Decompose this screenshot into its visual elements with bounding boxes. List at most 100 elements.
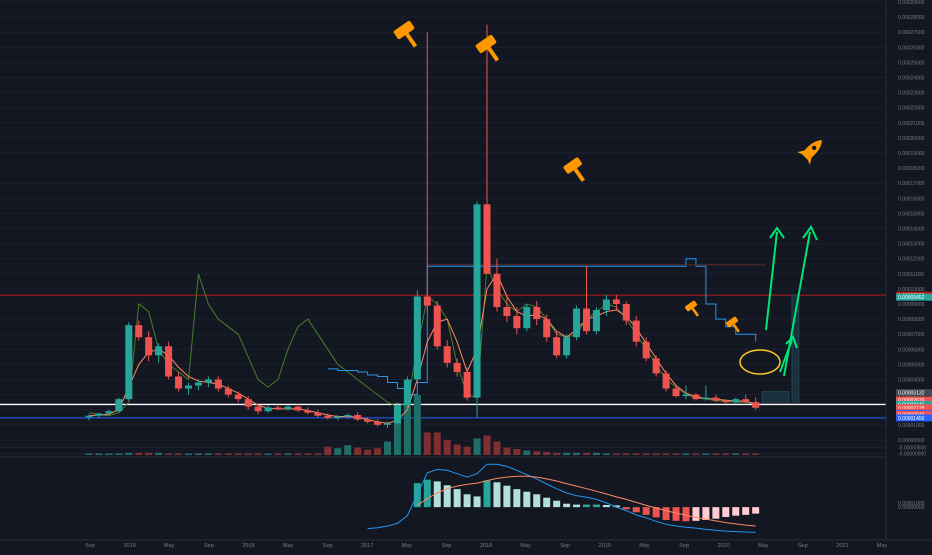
candle-body[interactable] bbox=[423, 296, 431, 306]
y-tick-label: 0.00010000 bbox=[898, 287, 925, 293]
candle-body[interactable] bbox=[324, 415, 332, 419]
volume-bar bbox=[543, 452, 551, 455]
volume-bar bbox=[234, 453, 242, 455]
y-tick-label: 0.00022000 bbox=[898, 106, 925, 112]
candle-body[interactable] bbox=[553, 337, 561, 356]
candle-body[interactable] bbox=[463, 371, 471, 398]
volume-bar bbox=[672, 453, 680, 455]
candle-body[interactable] bbox=[712, 397, 720, 401]
volume-bar bbox=[423, 432, 431, 455]
candle-body[interactable] bbox=[145, 337, 153, 356]
candle-body[interactable] bbox=[662, 373, 670, 389]
candle-body[interactable] bbox=[483, 204, 491, 274]
y-tick-label: 0.00007000 bbox=[898, 332, 925, 338]
volume-bar bbox=[274, 453, 282, 455]
candle-body[interactable] bbox=[204, 379, 212, 383]
macd-histogram-bar bbox=[503, 485, 511, 508]
volume-bar bbox=[712, 453, 720, 455]
candle-body[interactable] bbox=[513, 316, 521, 329]
candle-body[interactable] bbox=[354, 414, 362, 420]
volume-bar bbox=[453, 444, 461, 455]
candle-body[interactable] bbox=[403, 379, 411, 406]
candle-body[interactable] bbox=[622, 304, 630, 321]
candle-body[interactable] bbox=[592, 310, 600, 332]
candle-body[interactable] bbox=[692, 394, 700, 400]
y-tick-label: 0.00019000 bbox=[898, 151, 925, 157]
candle-body[interactable] bbox=[493, 273, 501, 308]
candle-body[interactable] bbox=[95, 413, 103, 416]
candle-body[interactable] bbox=[374, 421, 382, 425]
macd-histogram-bar bbox=[752, 507, 760, 514]
candle-body[interactable] bbox=[702, 397, 710, 400]
candle-body[interactable] bbox=[632, 320, 640, 342]
candle-body[interactable] bbox=[612, 299, 620, 304]
candle-body[interactable] bbox=[393, 405, 401, 424]
candles[interactable] bbox=[85, 24, 760, 428]
candle-body[interactable] bbox=[175, 376, 183, 389]
candle-body[interactable] bbox=[583, 308, 590, 332]
candle-body[interactable] bbox=[443, 346, 451, 363]
x-tick-label: 2019 bbox=[599, 543, 611, 549]
candle-body[interactable] bbox=[433, 305, 441, 347]
candle-body[interactable] bbox=[185, 385, 192, 389]
macd-histogram-bar bbox=[473, 496, 481, 508]
candle-body[interactable] bbox=[503, 307, 511, 317]
horizontal-levels[interactable] bbox=[0, 294, 886, 419]
candle-body[interactable] bbox=[573, 308, 581, 338]
candle-body[interactable] bbox=[642, 341, 650, 359]
volume-bar bbox=[105, 453, 113, 455]
candle-body[interactable] bbox=[274, 407, 282, 409]
candle-body[interactable] bbox=[752, 402, 760, 408]
volume-bar bbox=[254, 453, 262, 455]
volume-bar bbox=[194, 453, 202, 455]
candle-body[interactable] bbox=[224, 388, 232, 395]
candle-body[interactable] bbox=[563, 337, 571, 356]
candle-body[interactable] bbox=[244, 399, 252, 407]
volume-bar bbox=[702, 453, 710, 455]
candle-body[interactable] bbox=[413, 296, 421, 380]
candle-body[interactable] bbox=[115, 399, 123, 412]
candle-body[interactable] bbox=[254, 406, 262, 412]
candle-body[interactable] bbox=[284, 406, 292, 409]
x-tick-label: Sep bbox=[85, 543, 95, 549]
candle-body[interactable] bbox=[742, 399, 750, 403]
candle-body[interactable] bbox=[602, 299, 610, 311]
macd-line bbox=[367, 463, 756, 533]
candle-body[interactable] bbox=[125, 325, 133, 400]
candle-body[interactable] bbox=[543, 319, 551, 338]
volume-bar bbox=[722, 453, 730, 455]
time-axis[interactable]: Sep 2019 May Sep 2018 May Sep 2017 May Sep 2018 May… bbox=[0, 539, 932, 549]
candle-body[interactable] bbox=[304, 410, 312, 413]
candle-body[interactable] bbox=[652, 358, 660, 374]
candle-body[interactable] bbox=[682, 394, 690, 397]
candle-body[interactable] bbox=[344, 414, 352, 417]
candle-body[interactable] bbox=[165, 346, 173, 377]
candle-body[interactable] bbox=[194, 382, 202, 386]
y-tick-label: 0.00004000 bbox=[898, 378, 925, 384]
candle-body[interactable] bbox=[294, 406, 302, 411]
candle-body[interactable] bbox=[364, 419, 372, 422]
candle-body[interactable] bbox=[155, 346, 163, 356]
candle-body[interactable] bbox=[473, 204, 481, 398]
candle-body[interactable] bbox=[135, 325, 143, 338]
candle-body[interactable] bbox=[264, 407, 272, 412]
price-badge bbox=[896, 389, 932, 397]
candle-body[interactable] bbox=[732, 399, 740, 403]
candle-body[interactable] bbox=[722, 400, 730, 403]
y-tick-label: 0.00000000 bbox=[898, 438, 925, 444]
candle-body[interactable] bbox=[384, 423, 391, 425]
candle-body[interactable] bbox=[523, 307, 531, 329]
candle-body[interactable] bbox=[214, 379, 222, 389]
candle-body[interactable] bbox=[234, 394, 242, 400]
candle-body[interactable] bbox=[453, 362, 461, 372]
price-axis[interactable]: 0.00029000 0.00028000 0.00027000 0.00026000… bbox=[885, 0, 932, 550]
candle-body[interactable] bbox=[533, 307, 541, 320]
candle-body[interactable] bbox=[314, 412, 322, 416]
candle-body[interactable] bbox=[672, 388, 680, 397]
candle-body[interactable] bbox=[334, 416, 342, 419]
volume-bar bbox=[334, 448, 342, 455]
candle-body[interactable] bbox=[105, 411, 113, 414]
candle-body[interactable] bbox=[85, 415, 93, 418]
